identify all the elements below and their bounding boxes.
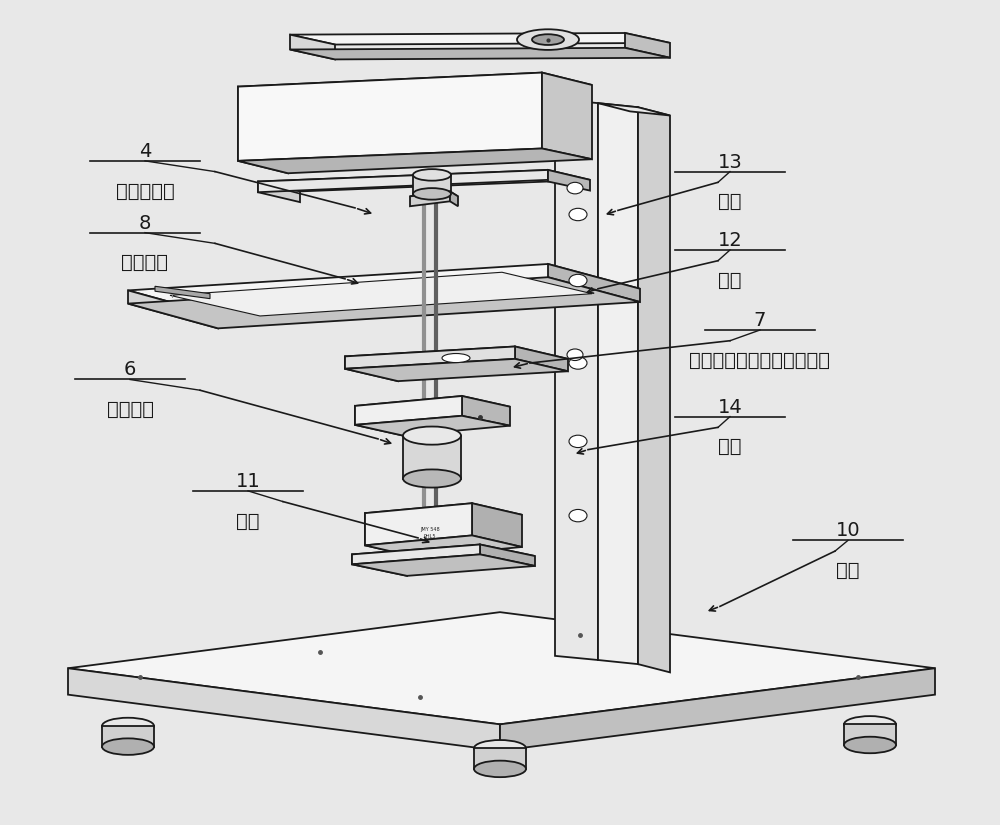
Text: 托板: 托板 [718, 437, 742, 456]
Text: 14: 14 [718, 398, 742, 417]
Polygon shape [480, 544, 535, 566]
Polygon shape [128, 277, 640, 328]
Ellipse shape [844, 737, 896, 753]
Polygon shape [68, 612, 935, 724]
Text: 机架: 机架 [836, 561, 860, 580]
Ellipse shape [569, 436, 587, 447]
Text: 7: 7 [754, 311, 766, 330]
Ellipse shape [413, 169, 451, 181]
Text: 10: 10 [836, 521, 860, 540]
Polygon shape [515, 346, 568, 371]
Polygon shape [638, 107, 670, 672]
Text: 11: 11 [236, 472, 260, 491]
Polygon shape [355, 396, 462, 425]
Polygon shape [345, 346, 515, 369]
Ellipse shape [413, 188, 451, 200]
Text: 检测光源: 检测光源 [106, 400, 154, 419]
Polygon shape [238, 148, 592, 173]
Polygon shape [290, 35, 335, 59]
Polygon shape [355, 396, 510, 417]
Polygon shape [403, 436, 461, 478]
Polygon shape [238, 87, 288, 173]
Text: 13: 13 [718, 153, 742, 172]
Polygon shape [345, 359, 568, 381]
Polygon shape [365, 503, 472, 545]
Ellipse shape [569, 509, 587, 522]
Polygon shape [258, 170, 590, 191]
Polygon shape [155, 286, 210, 299]
Polygon shape [472, 503, 522, 547]
Polygon shape [238, 73, 542, 161]
Ellipse shape [474, 740, 526, 757]
Polygon shape [548, 264, 640, 302]
Text: 丝杆: 丝杆 [718, 271, 742, 290]
Polygon shape [170, 272, 592, 316]
Polygon shape [290, 48, 670, 59]
Polygon shape [410, 191, 458, 201]
Text: 电机: 电机 [236, 512, 260, 530]
Ellipse shape [474, 761, 526, 777]
Polygon shape [128, 290, 218, 328]
Ellipse shape [569, 208, 587, 220]
Text: 遮光部分: 遮光部分 [122, 253, 168, 272]
Polygon shape [290, 33, 670, 45]
Polygon shape [345, 356, 398, 381]
Polygon shape [598, 103, 638, 664]
Text: 4: 4 [139, 142, 151, 161]
Polygon shape [555, 99, 598, 660]
Ellipse shape [102, 738, 154, 755]
Polygon shape [844, 724, 896, 745]
Ellipse shape [844, 716, 896, 733]
Polygon shape [102, 726, 154, 747]
Ellipse shape [403, 469, 461, 488]
Polygon shape [410, 191, 450, 206]
Text: 12: 12 [718, 231, 742, 250]
Polygon shape [345, 346, 568, 369]
Polygon shape [352, 554, 535, 576]
Polygon shape [450, 191, 458, 206]
Ellipse shape [403, 427, 461, 445]
Polygon shape [68, 668, 500, 751]
Ellipse shape [517, 29, 579, 50]
Text: 导轨: 导轨 [718, 192, 742, 211]
Polygon shape [542, 73, 592, 159]
Ellipse shape [532, 35, 564, 45]
Polygon shape [413, 175, 451, 194]
Polygon shape [352, 544, 535, 566]
Polygon shape [365, 513, 415, 557]
Polygon shape [238, 73, 592, 99]
Polygon shape [352, 544, 480, 564]
Polygon shape [625, 33, 670, 58]
Ellipse shape [442, 354, 470, 363]
Polygon shape [365, 535, 522, 557]
Polygon shape [258, 170, 548, 192]
Text: JMY 548: JMY 548 [420, 527, 440, 532]
Polygon shape [548, 170, 590, 191]
Ellipse shape [102, 718, 154, 734]
Polygon shape [258, 182, 300, 202]
Ellipse shape [567, 182, 583, 194]
Text: PHL5: PHL5 [424, 534, 436, 539]
Polygon shape [500, 668, 935, 751]
Polygon shape [365, 503, 522, 525]
Polygon shape [128, 264, 640, 315]
Text: 电焊面罩自动变光滤镜部分: 电焊面罩自动变光滤镜部分 [690, 351, 830, 370]
Ellipse shape [569, 356, 587, 369]
Polygon shape [355, 406, 403, 436]
Polygon shape [462, 396, 510, 426]
Text: 8: 8 [139, 214, 151, 233]
Polygon shape [355, 416, 510, 436]
Ellipse shape [567, 349, 583, 361]
Ellipse shape [569, 274, 587, 287]
Text: 光电传感器: 光电传感器 [116, 182, 174, 200]
Polygon shape [598, 103, 670, 116]
Text: 6: 6 [124, 361, 136, 380]
Polygon shape [352, 554, 407, 576]
Polygon shape [474, 748, 526, 769]
